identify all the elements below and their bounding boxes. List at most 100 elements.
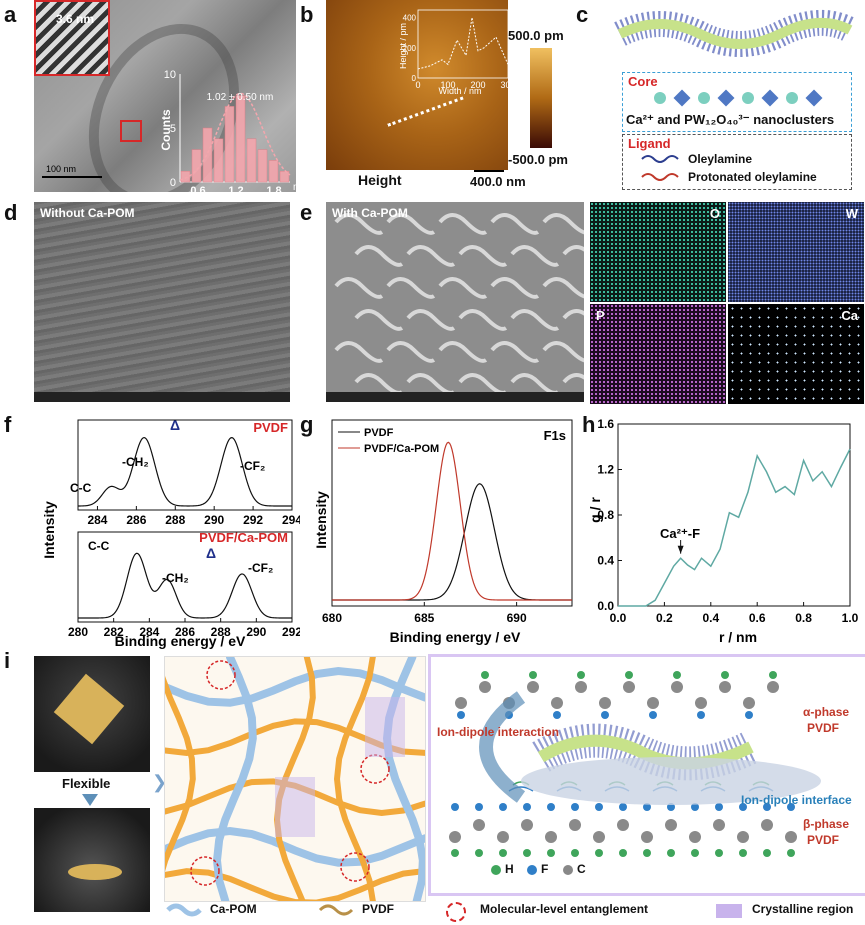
afm-image: [326, 0, 508, 170]
carbon-atom: [479, 681, 491, 693]
f-delta-top: Δ: [170, 417, 180, 433]
hist-bar: [191, 149, 202, 183]
f-peak-cf2-bottom: -CF₂: [248, 561, 273, 575]
legend-entangle-symbol: [446, 902, 466, 922]
hist-bar: [235, 95, 246, 183]
b-inset-frame: [417, 9, 509, 79]
pvdf-strand: [165, 868, 425, 901]
core-title: Core: [628, 74, 658, 89]
legend-crystal-symbol: [716, 904, 742, 918]
wrinkle: [438, 341, 488, 363]
ca-ion: [698, 92, 710, 104]
panel-label-a: a: [4, 2, 17, 27]
carbon-atom: [545, 831, 557, 843]
molecular-detail-svg: [449, 671, 821, 857]
lattice-spacing-label: 3.6 nm: [56, 12, 95, 26]
eds-map-w: W: [728, 202, 864, 302]
f-xlabel: Binding energy / eV: [115, 633, 246, 649]
hydrogen-atom: [787, 849, 795, 857]
carbon-atom: [641, 831, 653, 843]
fluorine-atom: [595, 803, 603, 811]
ion-dipole-interface-label: Ion-dipole interface: [741, 793, 852, 807]
core-box: [622, 72, 852, 132]
hydrogen-atom: [547, 849, 555, 857]
h-y-tick-label: 1.6: [597, 417, 614, 431]
pvdf-strand: [333, 657, 376, 901]
panel-label-b: b: [300, 2, 314, 27]
b-x-tick: 100: [440, 80, 455, 90]
ca-ion: [654, 92, 666, 104]
rdf-chart: 0.0 0.2 0.4 0.6 0.8 1.00.00.40.81.21.6 g / r …: [588, 417, 859, 645]
b-y-tick: 400: [403, 14, 417, 23]
wrinkle: [334, 277, 384, 299]
sem-info-bar: [34, 392, 290, 402]
carbon-atom: [689, 831, 701, 843]
hydrogen-atom: [475, 849, 483, 857]
panel-label-e: e: [300, 200, 313, 225]
atom-f-label: F: [541, 862, 549, 876]
wrinkle: [438, 277, 488, 299]
hydrogen-atom: [715, 849, 723, 857]
g-tick-label: 690: [507, 611, 527, 625]
polymer-network: [164, 656, 426, 902]
wrinkle: [386, 213, 436, 235]
entanglement-marker: [360, 754, 390, 784]
hydrogen-atom: [667, 849, 675, 857]
fluorine-atom: [649, 711, 657, 719]
entanglement-marker: [340, 852, 370, 882]
colorbar-min: -500.0 pm: [508, 152, 568, 167]
pvdf-strand: [165, 675, 196, 872]
legend-ca-pom-symbol: [166, 903, 202, 917]
hist-bar: [268, 160, 279, 183]
b-x-tick: 0: [415, 80, 420, 90]
carbon-atom: [671, 681, 683, 693]
g-annotation: F1s: [544, 428, 566, 443]
afm-inset-ylabel: Height / pm: [400, 23, 408, 69]
carbon-atom: [737, 831, 749, 843]
alpha-phase-label: α-phase: [803, 705, 850, 719]
carbon-atom: [575, 681, 587, 693]
lattice-inset: [34, 0, 110, 76]
nanowire-illustration: [614, 9, 857, 57]
hydrogen-atom: [625, 671, 633, 679]
entanglement-marker: [190, 856, 220, 886]
g-ylabel: Intensity: [313, 491, 329, 549]
panel-label-h: h: [582, 412, 596, 437]
atom-h-label: H: [505, 862, 514, 876]
ligand-oleylamine: Oleylamine: [688, 152, 753, 166]
hist-ylabel: Counts: [159, 109, 173, 151]
carbon-atom: [455, 697, 467, 709]
hist-x-tick: 1.2: [228, 185, 243, 195]
wrinkle: [334, 341, 384, 363]
hydrogen-atom: [721, 671, 729, 679]
f-tick-label: 284: [87, 513, 107, 527]
scale-bar-label: 100 nm: [46, 164, 77, 174]
g-frame: [331, 419, 573, 607]
f-delta-bottom: Δ: [206, 545, 216, 561]
afm-scale-label: 400.0 nm: [470, 174, 526, 189]
eds-map-p: P: [590, 304, 726, 404]
panel-label-g: g: [300, 412, 314, 437]
panel-label-f: f: [4, 412, 12, 437]
carbon-atom: [647, 697, 659, 709]
f-tick-label: 282: [104, 625, 124, 639]
wrinkle: [490, 341, 540, 363]
legend-pvdf: PVDF: [362, 902, 395, 916]
wrinkle: [354, 245, 404, 267]
h-x-tick-label: 0.2: [656, 611, 673, 625]
legend-ca-pom: Ca-POM: [210, 902, 257, 916]
carbon-atom: [599, 697, 611, 709]
hydrogen-atom: [451, 849, 459, 857]
afm-profile-chart: 0 100 200 300 0 200 400 Width / nm Height / pm: [400, 9, 512, 96]
nanocluster-chain: [654, 89, 823, 107]
fluorine-atom: [457, 711, 465, 719]
alpha-pvdf-label: PVDF: [807, 721, 840, 735]
wrinkle: [562, 245, 584, 256]
sem-without-caption: Without Ca-POM: [40, 206, 135, 220]
wrinkle-pattern: [334, 213, 584, 395]
eds-label-ca: Ca: [841, 308, 858, 323]
beta-pvdf-label: PVDF: [807, 833, 840, 847]
legend-crystal: Crystalline region: [752, 902, 854, 916]
hydrogen-atom: [577, 671, 585, 679]
wrinkle: [542, 277, 584, 299]
